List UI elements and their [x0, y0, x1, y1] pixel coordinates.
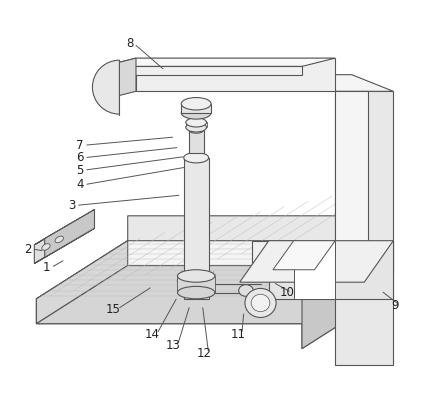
Text: 7: 7 — [76, 139, 84, 152]
Ellipse shape — [239, 285, 253, 296]
Polygon shape — [34, 228, 95, 264]
Text: 14: 14 — [145, 327, 160, 341]
Wedge shape — [92, 60, 120, 114]
Polygon shape — [103, 66, 302, 75]
Polygon shape — [273, 241, 335, 270]
Polygon shape — [177, 276, 215, 293]
Polygon shape — [45, 210, 95, 257]
Polygon shape — [335, 91, 393, 365]
Text: 3: 3 — [68, 199, 75, 212]
Ellipse shape — [177, 286, 215, 299]
Text: 1: 1 — [43, 261, 50, 274]
Polygon shape — [36, 241, 393, 299]
Polygon shape — [335, 91, 368, 241]
Text: 4: 4 — [76, 178, 84, 191]
Polygon shape — [36, 266, 393, 324]
Ellipse shape — [55, 236, 64, 243]
Polygon shape — [34, 216, 84, 264]
Ellipse shape — [186, 123, 207, 132]
Ellipse shape — [184, 153, 208, 163]
Text: 12: 12 — [197, 347, 212, 360]
Polygon shape — [34, 210, 95, 245]
Polygon shape — [136, 58, 335, 91]
Polygon shape — [36, 241, 128, 324]
Polygon shape — [240, 241, 393, 282]
Polygon shape — [189, 130, 204, 153]
Text: 5: 5 — [76, 164, 84, 177]
Text: 13: 13 — [166, 339, 181, 352]
Polygon shape — [36, 216, 393, 349]
Polygon shape — [103, 58, 136, 100]
Text: 15: 15 — [106, 303, 120, 316]
Polygon shape — [184, 158, 208, 299]
Text: 9: 9 — [392, 298, 399, 312]
Text: 10: 10 — [280, 286, 295, 299]
Polygon shape — [302, 241, 393, 349]
Text: 11: 11 — [230, 327, 245, 341]
Polygon shape — [252, 241, 393, 274]
Ellipse shape — [189, 127, 204, 133]
Text: 8: 8 — [126, 37, 134, 50]
Text: 6: 6 — [76, 151, 84, 164]
Ellipse shape — [186, 118, 207, 127]
Ellipse shape — [245, 288, 276, 317]
Polygon shape — [103, 58, 335, 66]
Polygon shape — [294, 241, 335, 299]
Polygon shape — [181, 104, 211, 113]
Ellipse shape — [42, 244, 50, 250]
Ellipse shape — [177, 270, 215, 282]
Ellipse shape — [251, 294, 270, 312]
Ellipse shape — [181, 107, 211, 119]
Polygon shape — [294, 75, 393, 91]
Text: 2: 2 — [25, 242, 32, 256]
Polygon shape — [269, 241, 393, 299]
Ellipse shape — [181, 98, 211, 110]
